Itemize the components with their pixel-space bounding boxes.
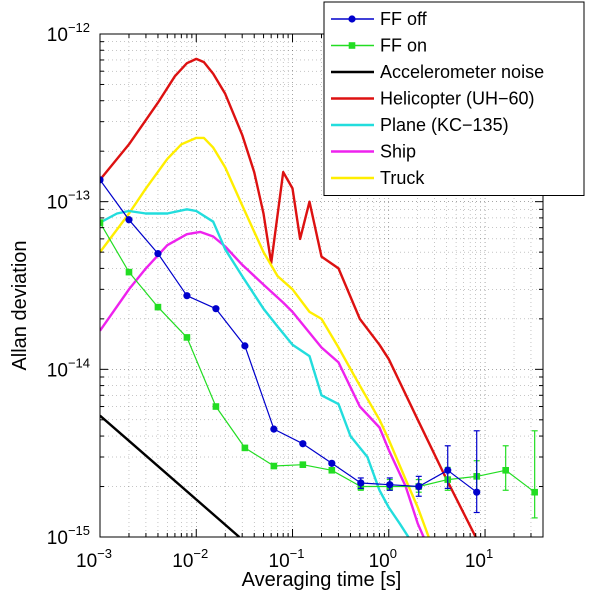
data-point	[183, 292, 191, 300]
legend-label: Accelerometer noise	[380, 62, 544, 82]
legend-item: Truck	[331, 168, 425, 188]
x-axis-label: Averaging time [s]	[242, 569, 402, 591]
y-tick-label: 10−13	[47, 188, 90, 214]
series-line	[100, 208, 410, 537]
series-ff-off	[100, 176, 481, 514]
y-tick-label: 10−14	[47, 355, 90, 381]
data-point	[100, 219, 104, 226]
series-ship	[100, 230, 425, 537]
series-layer	[100, 57, 538, 537]
data-point	[212, 403, 220, 410]
legend-item: Ship	[331, 142, 416, 162]
legend-marker	[348, 15, 356, 23]
data-point	[502, 466, 509, 474]
data-point	[183, 334, 191, 341]
y-tick-label: 10−12	[47, 20, 90, 46]
series-line	[100, 414, 241, 537]
y-axis-label: Allan deviation	[9, 240, 31, 370]
data-point	[473, 488, 481, 496]
x-tick-label: 10−1	[269, 546, 305, 572]
series-ff-on	[100, 219, 538, 519]
data-point	[531, 488, 538, 496]
legend-item: FF off	[331, 9, 428, 29]
legend-item: Accelerometer noise	[331, 62, 544, 82]
series-truck	[100, 136, 430, 537]
legend-label: Plane (KC−135)	[380, 115, 509, 135]
legend-label: Helicopter (UH−60)	[380, 89, 535, 109]
legend-label: FF off	[380, 9, 428, 29]
y-tick-label: 10−15	[47, 523, 90, 549]
data-point	[299, 440, 307, 448]
legend: FF off FF on Accelerometer noise Helicopter…	[323, 1, 585, 196]
data-point	[125, 216, 133, 224]
data-point	[154, 250, 162, 258]
series-accelerometer-noise	[100, 414, 241, 537]
y-tick-labels: 10−15 10−14 10−13 10−12	[47, 20, 90, 549]
data-point	[100, 176, 104, 184]
legend-marker	[348, 42, 356, 49]
legend-item: Plane (KC−135)	[331, 115, 509, 135]
data-point	[386, 481, 394, 489]
data-point	[299, 461, 307, 468]
x-tick-label: 101	[465, 546, 493, 572]
legend-label: Ship	[380, 142, 416, 162]
legend-item: Helicopter (UH−60)	[331, 89, 535, 109]
data-point	[270, 462, 278, 470]
series-line	[100, 136, 430, 537]
data-point	[241, 444, 249, 452]
x-tick-labels: 10−3 10−2 10−1 100 101	[76, 546, 493, 572]
legend-label: FF on	[380, 36, 427, 56]
x-tick-label: 100	[369, 546, 397, 572]
data-point	[415, 482, 423, 491]
series-line	[100, 230, 425, 537]
data-point	[328, 466, 336, 474]
data-point	[212, 305, 220, 313]
data-point	[444, 466, 452, 474]
data-point	[328, 459, 336, 467]
series-line	[100, 222, 536, 493]
series-plane-kc-135	[100, 208, 410, 537]
data-point	[357, 479, 365, 487]
data-point	[125, 268, 133, 276]
legend-label: Truck	[380, 168, 425, 188]
series-line	[100, 179, 478, 493]
legend-item: FF on	[331, 36, 427, 56]
data-point	[241, 342, 249, 350]
x-tick-label: 10−2	[172, 546, 208, 572]
data-point	[154, 303, 162, 311]
x-tick-label: 10−3	[76, 546, 112, 572]
data-point	[270, 425, 278, 433]
